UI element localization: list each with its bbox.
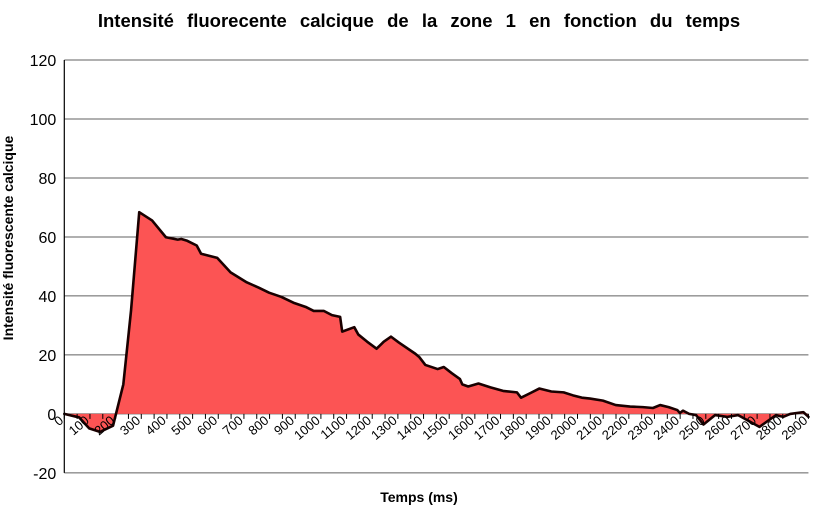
svg-text:1100: 1100 (317, 413, 348, 442)
svg-text:1400: 1400 (394, 413, 426, 443)
svg-text:300: 300 (117, 413, 143, 438)
svg-text:2400: 2400 (650, 413, 682, 443)
svg-text:1800: 1800 (496, 413, 528, 443)
svg-text:1700: 1700 (471, 413, 503, 443)
svg-text:40: 40 (39, 289, 57, 306)
svg-text:1300: 1300 (368, 413, 400, 443)
svg-text:100: 100 (30, 112, 57, 129)
svg-text:1500: 1500 (419, 413, 451, 443)
svg-text:80: 80 (39, 171, 57, 188)
svg-text:2100: 2100 (573, 413, 605, 443)
svg-text:2200: 2200 (599, 413, 631, 443)
svg-text:-20: -20 (33, 466, 56, 483)
svg-text:1900: 1900 (522, 413, 554, 443)
svg-text:700: 700 (220, 413, 246, 438)
svg-text:800: 800 (245, 413, 271, 438)
svg-text:120: 120 (30, 53, 57, 70)
svg-text:1200: 1200 (342, 413, 374, 443)
svg-text:500: 500 (168, 413, 194, 438)
svg-text:20: 20 (39, 348, 57, 365)
svg-text:1600: 1600 (445, 413, 477, 443)
svg-text:0: 0 (47, 407, 56, 424)
svg-text:400: 400 (143, 413, 169, 438)
svg-text:2300: 2300 (625, 413, 657, 443)
svg-text:2000: 2000 (548, 413, 580, 443)
svg-text:60: 60 (39, 230, 57, 247)
svg-text:600: 600 (194, 413, 220, 438)
svg-text:1000: 1000 (291, 413, 323, 443)
